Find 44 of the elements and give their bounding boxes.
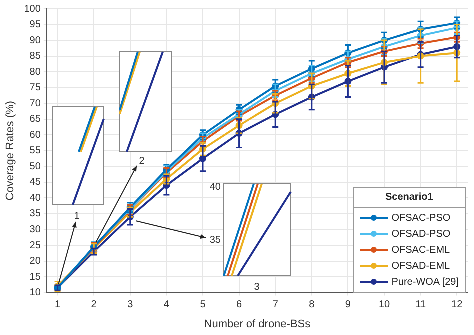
y-tick-label: 35 bbox=[30, 208, 42, 220]
y-tick-label: 10 bbox=[30, 288, 42, 299]
y-tick-label: 60 bbox=[30, 130, 42, 141]
x-tick-label: 10 bbox=[378, 300, 390, 311]
y-tick-label: 80 bbox=[30, 66, 42, 78]
legend-label: OFSAD-PSO bbox=[392, 228, 451, 240]
x-tick-label: 6 bbox=[236, 300, 243, 311]
y-tick-label: 40 bbox=[30, 192, 42, 204]
legend-label: OFSAC-EML bbox=[392, 244, 450, 256]
legend-label: Pure-WOA [29] bbox=[392, 276, 459, 288]
x-tick-label: 3 bbox=[128, 300, 134, 311]
x-tick-label: 7 bbox=[272, 300, 279, 311]
y-tick-label: 30 bbox=[30, 224, 42, 236]
x-tick-label: 1 bbox=[54, 300, 61, 311]
legend-title: Scenario1 bbox=[384, 191, 434, 205]
x-tick-label: 8 bbox=[309, 300, 316, 311]
y-tick-label: 100 bbox=[24, 4, 42, 15]
y-tick-label: 45 bbox=[30, 177, 42, 188]
x-tick-label: 9 bbox=[345, 300, 352, 311]
x-tick-label: 4 bbox=[164, 300, 170, 311]
annotation: 2 bbox=[139, 156, 146, 167]
x-tick-label: 5 bbox=[200, 300, 206, 311]
legend-label: OFSAD-EML bbox=[392, 260, 450, 272]
annotation: 1 bbox=[74, 211, 80, 222]
x-tick-label: 11 bbox=[416, 300, 426, 311]
y-tick-label: 95 bbox=[30, 20, 42, 31]
y-tick-label: 85 bbox=[30, 51, 42, 62]
annotation: 40 bbox=[210, 182, 222, 193]
y-tick-label: 50 bbox=[30, 161, 42, 172]
y-tick-label: 25 bbox=[30, 240, 42, 252]
annotation: 3 bbox=[254, 282, 260, 293]
x-tick-label: 2 bbox=[91, 300, 98, 311]
legend-label: OFSAC-PSO bbox=[392, 212, 451, 224]
y-axis-title: Coverage Rates (%) bbox=[4, 101, 17, 201]
y-tick-label: 90 bbox=[30, 35, 42, 46]
y-tick-label: 65 bbox=[30, 114, 42, 126]
annotation: 35 bbox=[210, 235, 222, 246]
y-tick-label: 20 bbox=[30, 256, 42, 268]
y-tick-label: 55 bbox=[30, 146, 42, 157]
x-tick-label: 12 bbox=[452, 300, 464, 311]
y-tick-label: 15 bbox=[30, 272, 42, 283]
y-tick-label: 70 bbox=[30, 98, 42, 110]
y-tick-label: 75 bbox=[30, 82, 42, 94]
x-axis-title: Number of drone-BSs bbox=[204, 318, 312, 330]
